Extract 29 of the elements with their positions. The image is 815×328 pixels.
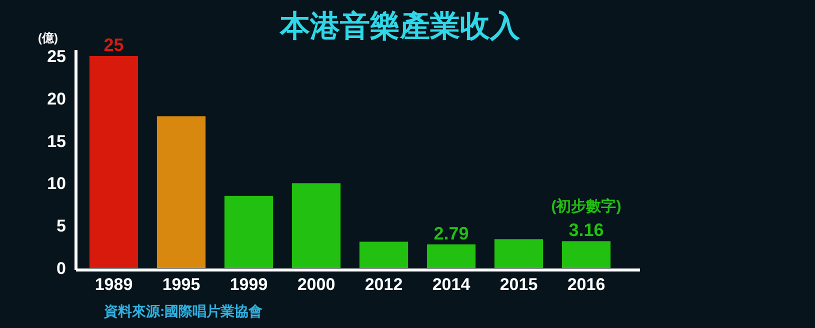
x-tick-label: 2014 xyxy=(432,275,471,294)
y-tick-label: 10 xyxy=(47,174,66,194)
y-tick-label: 5 xyxy=(56,216,66,236)
bar xyxy=(224,196,274,268)
y-axis-title: (億) xyxy=(38,31,58,45)
x-tick-label: 2016 xyxy=(567,275,606,294)
bar xyxy=(156,116,206,268)
bar xyxy=(494,239,544,268)
x-tick-label: 1999 xyxy=(230,275,268,294)
x-tick-label: 2000 xyxy=(297,275,336,294)
annotation: (初步數字) xyxy=(551,197,622,216)
bar xyxy=(292,183,341,268)
data-label: 3.16 xyxy=(568,220,604,240)
y-tick-label: 15 xyxy=(47,132,66,151)
x-tick-label: 2012 xyxy=(364,275,403,294)
bar xyxy=(359,242,408,268)
bar xyxy=(89,56,138,268)
bar xyxy=(426,244,476,268)
x-tick-label: 2015 xyxy=(500,275,538,294)
bar xyxy=(562,241,611,268)
data-label: 2.79 xyxy=(434,223,469,244)
x-tick-label: 1989 xyxy=(94,275,133,294)
source-note: 資料來源:國際唱片業協會 xyxy=(103,303,263,319)
chart-title: 本港音樂產業收入 xyxy=(279,9,521,43)
x-tick-label: 1995 xyxy=(162,275,200,294)
y-tick-label: 20 xyxy=(47,89,66,108)
data-label: 25 xyxy=(104,35,124,55)
y-tick-label: 25 xyxy=(47,47,66,66)
y-tick-label: 0 xyxy=(56,259,66,278)
